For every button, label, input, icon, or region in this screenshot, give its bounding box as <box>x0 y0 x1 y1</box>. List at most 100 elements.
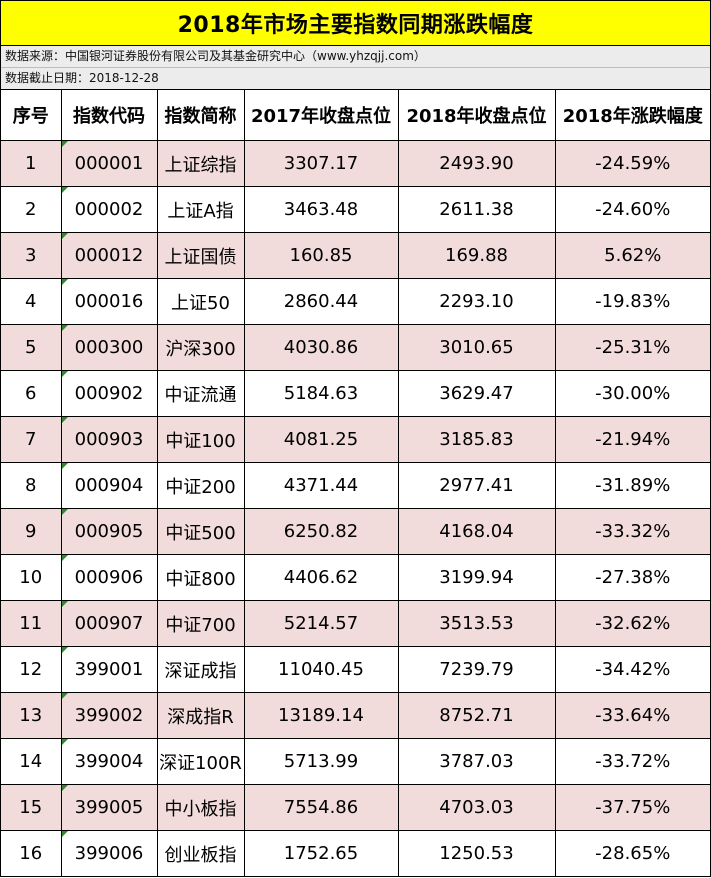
cell-index-name[interactable]: 上证国债 <box>156 232 245 279</box>
cell-close-2018[interactable]: 169.88 <box>397 232 556 279</box>
cell-seq[interactable]: 12 <box>1 646 62 693</box>
cell-index-code[interactable]: 399006 <box>60 830 158 877</box>
cell-seq[interactable]: 6 <box>1 370 62 417</box>
cell-seq[interactable]: 10 <box>1 554 62 601</box>
cell-close-2017[interactable]: 5184.63 <box>243 370 399 417</box>
cell-index-code[interactable]: 000012 <box>60 232 158 279</box>
cell-index-name[interactable]: 深证成指 <box>156 646 245 693</box>
cell-seq[interactable]: 11 <box>1 600 62 647</box>
cell-close-2018[interactable]: 8752.71 <box>397 692 556 739</box>
cell-seq[interactable]: 1 <box>1 140 62 187</box>
cell-seq[interactable]: 15 <box>1 784 62 831</box>
cell-index-code[interactable]: 000002 <box>60 186 158 233</box>
cell-close-2018[interactable]: 7239.79 <box>397 646 556 693</box>
cell-close-2017[interactable]: 11040.45 <box>243 646 399 693</box>
cell-close-2017[interactable]: 4406.62 <box>243 554 399 601</box>
cell-change-2018[interactable]: 5.62% <box>554 232 710 279</box>
cell-seq[interactable]: 3 <box>1 232 62 279</box>
header-index-name[interactable]: 指数简称 <box>156 90 245 141</box>
cell-index-code[interactable]: 000907 <box>60 600 158 647</box>
cell-index-name[interactable]: 深证100R <box>156 738 245 785</box>
cell-change-2018[interactable]: -19.83% <box>554 278 710 325</box>
cell-close-2017[interactable]: 1752.65 <box>243 830 399 877</box>
cell-close-2017[interactable]: 160.85 <box>243 232 399 279</box>
cell-change-2018[interactable]: -27.38% <box>554 554 710 601</box>
cell-change-2018[interactable]: -28.65% <box>554 830 710 877</box>
cell-close-2018[interactable]: 4703.03 <box>397 784 556 831</box>
cell-close-2018[interactable]: 3010.65 <box>397 324 556 371</box>
cell-index-code[interactable]: 000300 <box>60 324 158 371</box>
cell-seq[interactable]: 16 <box>1 830 62 877</box>
cell-change-2018[interactable]: -33.32% <box>554 508 710 555</box>
cell-index-code[interactable]: 000906 <box>60 554 158 601</box>
cell-change-2018[interactable]: -34.42% <box>554 646 710 693</box>
cell-index-name[interactable]: 中证500 <box>156 508 245 555</box>
cell-close-2018[interactable]: 3629.47 <box>397 370 556 417</box>
cell-change-2018[interactable]: -30.00% <box>554 370 710 417</box>
cell-change-2018[interactable]: -21.94% <box>554 416 710 463</box>
cell-index-name[interactable]: 中小板指 <box>156 784 245 831</box>
cell-close-2017[interactable]: 3307.17 <box>243 140 399 187</box>
cell-seq[interactable]: 2 <box>1 186 62 233</box>
cell-close-2018[interactable]: 2977.41 <box>397 462 556 509</box>
cell-close-2017[interactable]: 4371.44 <box>243 462 399 509</box>
cell-index-code[interactable]: 399005 <box>60 784 158 831</box>
cell-index-name[interactable]: 上证50 <box>156 278 245 325</box>
cell-close-2018[interactable]: 2293.10 <box>397 278 556 325</box>
cell-index-name[interactable]: 上证综指 <box>156 140 245 187</box>
cell-seq[interactable]: 14 <box>1 738 62 785</box>
cell-close-2017[interactable]: 6250.82 <box>243 508 399 555</box>
cell-close-2018[interactable]: 4168.04 <box>397 508 556 555</box>
cell-close-2018[interactable]: 3513.53 <box>397 600 556 647</box>
cell-seq[interactable]: 8 <box>1 462 62 509</box>
cell-seq[interactable]: 4 <box>1 278 62 325</box>
cell-close-2018[interactable]: 2493.90 <box>397 140 556 187</box>
cell-close-2017[interactable]: 5713.99 <box>243 738 399 785</box>
cell-close-2018[interactable]: 2611.38 <box>397 186 556 233</box>
cell-index-code[interactable]: 399004 <box>60 738 158 785</box>
cell-index-code[interactable]: 399001 <box>60 646 158 693</box>
header-close-2018[interactable]: 2018年收盘点位 <box>397 90 556 141</box>
cell-seq[interactable]: 9 <box>1 508 62 555</box>
cell-index-name[interactable]: 创业板指 <box>156 830 245 877</box>
cell-change-2018[interactable]: -33.72% <box>554 738 710 785</box>
cell-close-2018[interactable]: 3199.94 <box>397 554 556 601</box>
cell-index-code[interactable]: 000905 <box>60 508 158 555</box>
cell-close-2018[interactable]: 1250.53 <box>397 830 556 877</box>
cell-close-2017[interactable]: 13189.14 <box>243 692 399 739</box>
cell-change-2018[interactable]: -32.62% <box>554 600 710 647</box>
cell-seq[interactable]: 5 <box>1 324 62 371</box>
cell-index-name[interactable]: 上证A指 <box>156 186 245 233</box>
cell-index-name[interactable]: 中证700 <box>156 600 245 647</box>
cell-index-name[interactable]: 深成指R <box>156 692 245 739</box>
cell-index-name[interactable]: 中证100 <box>156 416 245 463</box>
cell-close-2017[interactable]: 4030.86 <box>243 324 399 371</box>
cell-index-code[interactable]: 399002 <box>60 692 158 739</box>
cell-index-code[interactable]: 000904 <box>60 462 158 509</box>
cell-index-name[interactable]: 沪深300 <box>156 324 245 371</box>
cell-close-2018[interactable]: 3185.83 <box>397 416 556 463</box>
cell-close-2017[interactable]: 7554.86 <box>243 784 399 831</box>
cell-seq[interactable]: 13 <box>1 692 62 739</box>
cell-index-code[interactable]: 000001 <box>60 140 158 187</box>
cell-index-name[interactable]: 中证流通 <box>156 370 245 417</box>
cell-close-2018[interactable]: 3787.03 <box>397 738 556 785</box>
cell-change-2018[interactable]: -24.59% <box>554 140 710 187</box>
cell-change-2018[interactable]: -25.31% <box>554 324 710 371</box>
cell-close-2017[interactable]: 5214.57 <box>243 600 399 647</box>
header-close-2017[interactable]: 2017年收盘点位 <box>243 90 399 141</box>
cell-close-2017[interactable]: 2860.44 <box>243 278 399 325</box>
cell-index-code[interactable]: 000016 <box>60 278 158 325</box>
header-index-code[interactable]: 指数代码 <box>60 90 158 141</box>
cell-index-code[interactable]: 000902 <box>60 370 158 417</box>
cell-change-2018[interactable]: -31.89% <box>554 462 710 509</box>
cell-close-2017[interactable]: 3463.48 <box>243 186 399 233</box>
cell-index-name[interactable]: 中证200 <box>156 462 245 509</box>
cell-change-2018[interactable]: -33.64% <box>554 692 710 739</box>
cell-index-code[interactable]: 000903 <box>60 416 158 463</box>
cell-change-2018[interactable]: -37.75% <box>554 784 710 831</box>
cell-seq[interactable]: 7 <box>1 416 62 463</box>
cell-close-2017[interactable]: 4081.25 <box>243 416 399 463</box>
header-change-2018[interactable]: 2018年涨跌幅度 <box>554 90 710 141</box>
cell-change-2018[interactable]: -24.60% <box>554 186 710 233</box>
